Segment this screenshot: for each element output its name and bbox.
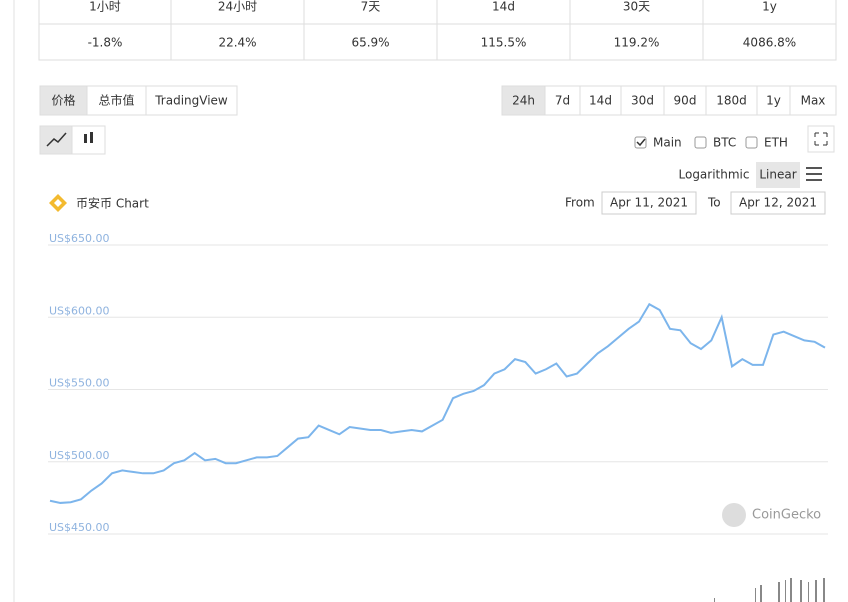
table-header: 1y [762,0,777,14]
table-header: 30天 [623,0,650,14]
volume-bar [823,578,825,602]
range-label[interactable]: 30d [631,94,654,108]
from-input[interactable] [601,191,697,215]
line-icon [46,132,67,147]
chart-title: 币安币 Chart [76,196,149,211]
range-label[interactable]: 180d [716,94,747,108]
range-label[interactable]: 24h [512,94,535,108]
to-input[interactable] [730,191,826,215]
volume-bar [778,582,780,602]
scale-label[interactable]: Linear [759,168,796,182]
scale-button[interactable] [672,162,756,188]
table-header: 7天 [361,0,381,14]
y-tick-label: US$650.00 [49,232,110,245]
y-tick-label: US$600.00 [49,304,110,317]
table-header: 1小时 [89,0,121,14]
table-value: 4086.8% [743,36,796,50]
table-cell [170,23,305,61]
table-cell [38,0,172,25]
tab-label[interactable]: TradingView [154,94,228,108]
table-cell [569,23,704,61]
bnb-logo-inner [54,199,62,207]
scale-label[interactable]: Logarithmic [679,168,750,182]
tab-label[interactable]: 价格 [51,93,75,108]
volume-bar [808,582,809,602]
table-value: 119.2% [614,36,660,50]
y-tick-label: US$550.00 [49,377,110,390]
candle-icon [84,134,87,143]
volume-bar [815,580,817,602]
checkbox-label[interactable]: Main [653,136,682,150]
volume-bar [760,585,762,602]
checkbox[interactable] [634,136,647,149]
watermark: CoinGecko [752,508,821,523]
checkbox[interactable] [745,136,758,149]
range-label[interactable]: 1y [766,94,781,108]
range-button[interactable] [789,85,837,116]
range-label[interactable]: 14d [589,94,612,108]
tab-label[interactable]: 总市值 [98,93,134,108]
table-header: 24小时 [218,0,257,14]
from-value[interactable]: Apr 11, 2021 [610,196,688,210]
menu-icon[interactable] [806,167,822,181]
tab[interactable] [145,85,238,116]
table-cell [702,23,837,61]
price-line [49,302,826,504]
table-value: 65.9% [351,36,389,50]
tab[interactable] [39,85,88,116]
table-header: 14d [492,0,515,14]
range-label[interactable]: 90d [674,94,697,108]
volume-strip [714,578,825,602]
volume-bar [755,588,756,602]
volume-bar [785,580,786,602]
volume-bar [790,578,792,602]
volume-bar [800,580,802,602]
y-tick-label: US$450.00 [49,521,110,534]
fullscreen-icon [814,132,828,146]
table-value: 22.4% [218,36,256,50]
checkbox-label[interactable]: BTC [713,136,736,150]
candle-mode-button[interactable] [71,125,106,155]
coingecko-logo [722,503,746,527]
table-value: -1.8% [88,36,123,50]
checkmark [636,138,646,147]
range-label[interactable]: Max [801,94,826,108]
range-button[interactable] [544,85,581,116]
table-cell [702,0,837,25]
fullscreen-button[interactable] [807,125,835,153]
range-label[interactable]: 7d [555,94,570,108]
range-button[interactable] [501,85,546,116]
to-label: To [707,196,721,210]
range-button[interactable] [756,85,791,116]
checkbox[interactable] [694,136,707,149]
scale-button[interactable] [756,162,800,188]
y-tick-label: US$500.00 [49,449,110,462]
checkbox-label[interactable]: ETH [764,136,788,150]
volume-bar [714,598,715,602]
table-value: 115.5% [481,36,527,50]
candle-icon [90,132,93,143]
table-cell [38,23,172,61]
to-value[interactable]: Apr 12, 2021 [739,196,817,210]
from-label: From [565,196,595,210]
